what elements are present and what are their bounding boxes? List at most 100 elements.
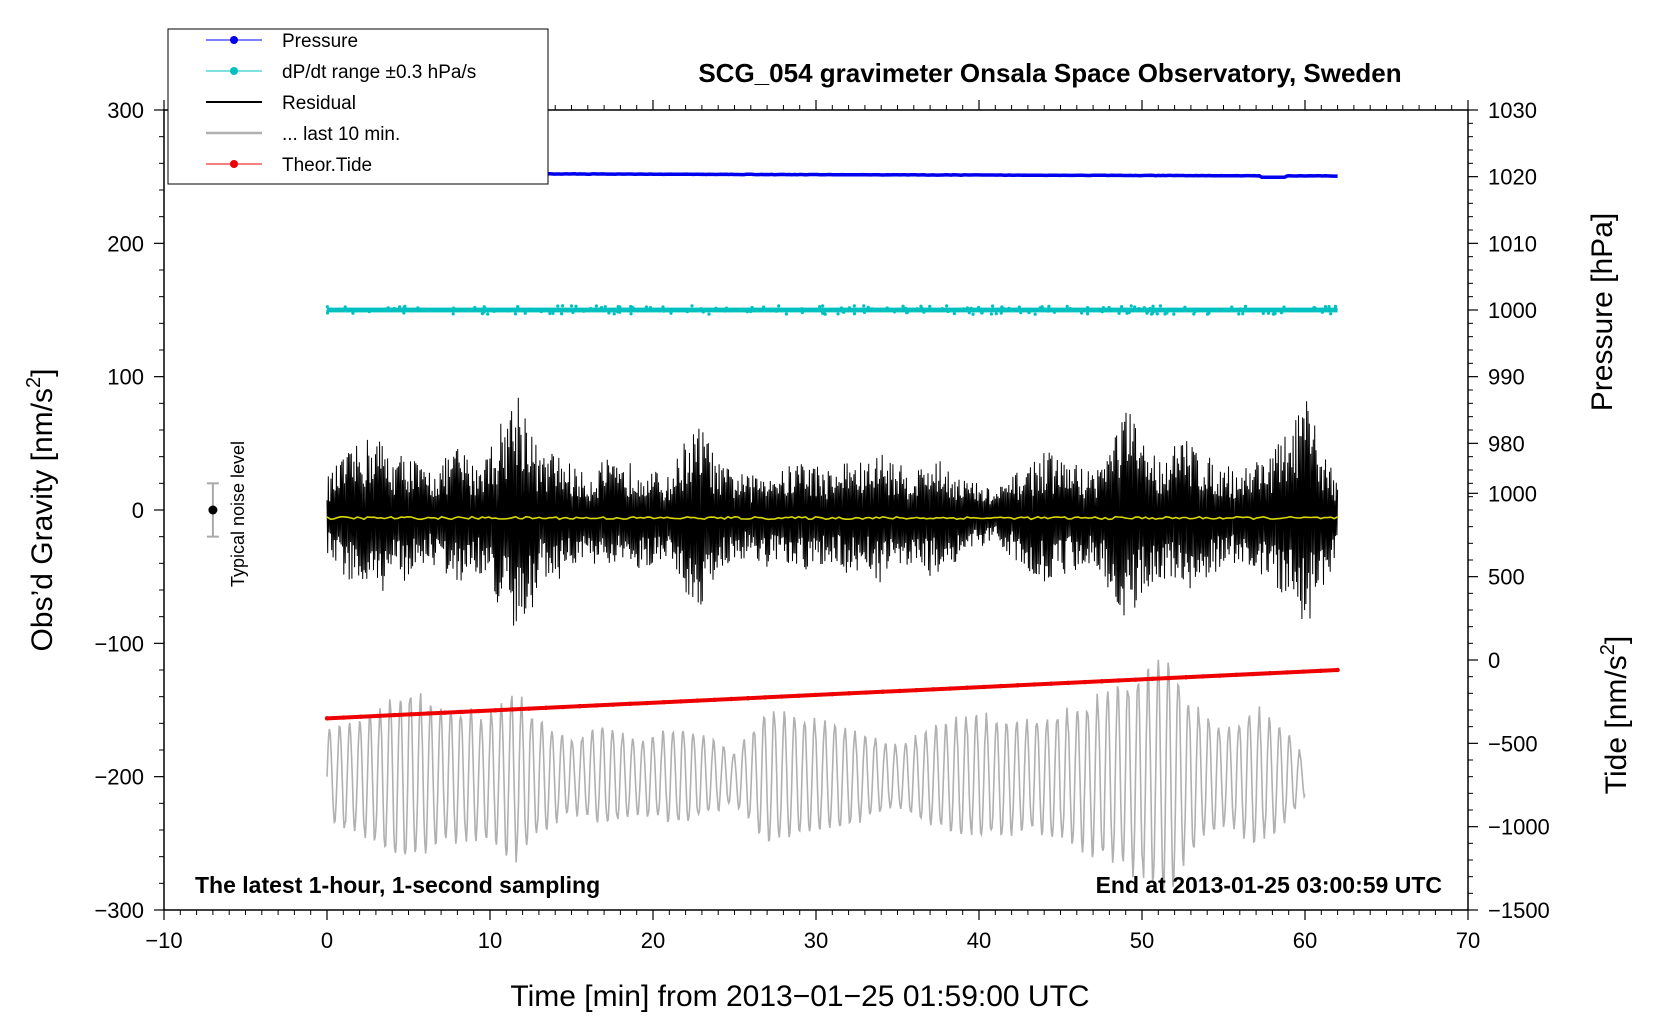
dpdt-point [1046,309,1050,313]
tide-point [1284,670,1290,675]
legend-marker [230,67,238,75]
dpdt-point [821,311,825,315]
dpdt-point [1085,312,1090,316]
dpdt-point [669,308,673,312]
dpdt-point [662,309,666,313]
dpdt-point [1007,307,1011,311]
dpdt-point [1151,304,1155,308]
tide-point [830,691,835,697]
tide-point [931,687,936,692]
dpdt-point [669,311,673,315]
annotation-sampling: The latest 1-hour, 1-second sampling [195,872,600,898]
dpdt-point [723,309,727,313]
dpdt-point [1153,309,1157,313]
dpdt-point [551,311,555,315]
dpdt-point [618,310,622,314]
tide-point [745,695,751,701]
tide-point [981,684,987,690]
dpdt-point [814,307,818,311]
tide-point [863,690,869,695]
dpdt-point [1033,312,1037,316]
dpdt-point [594,304,598,308]
legend-label: Residual [282,93,356,114]
dpdt-point [384,307,388,311]
y-tick-label: 100 [107,365,144,390]
pressure-tick-label: 1020 [1488,165,1537,190]
dpdt-point [392,306,396,311]
y-tick-label: −300 [94,898,144,923]
legend-label: Pressure [282,31,358,52]
x-tick-label: 10 [478,928,502,953]
tide-point [560,704,566,710]
dpdt-point [724,306,729,310]
legend: Pressure dP/dt range ±0.3 hPa/s Residual..… [167,28,549,185]
pressure-axis-ticks: 1030 1020 1010 1000 990 980 [1468,98,1537,498]
tide-point [897,688,902,694]
legend-label: Theor.Tide [282,155,372,176]
dpdt-point [1117,309,1122,313]
dpdt-point [1040,305,1044,309]
dpdt-point [965,306,970,310]
dpdt-point [1058,308,1062,312]
tide-point [998,683,1003,689]
tide-point [1099,679,1104,684]
dpdt-point [946,309,950,314]
dpdt-point [488,307,492,312]
dpdt-point [1125,311,1129,315]
tide-point [914,687,919,693]
tide-point [611,702,616,707]
tide-point [762,695,768,700]
dpdt-point [1142,306,1146,310]
dpdt-point [1230,305,1234,309]
dpdt-point [1210,309,1214,313]
tide-point [712,697,717,703]
dpdt-point [473,305,477,310]
tide-axis-ticks: 1000 500 0 −500 −1000 −1500 [1468,481,1550,923]
y-tick-label: −200 [94,765,144,790]
dpdt-point [1282,305,1286,309]
dpdt-point [486,312,490,316]
dpdt-point [631,306,635,310]
tide-point [493,708,498,713]
x-tick-label: 70 [1456,928,1480,953]
dpdt-point [800,307,804,311]
tide-tick-label: −1000 [1488,815,1550,840]
tide-point [1301,669,1307,674]
tide-point [779,694,784,699]
tide-point [1200,674,1206,679]
tide-point [796,693,801,698]
dpdt-point [1327,304,1331,309]
dpdt-point [345,309,349,313]
dpdt-point [857,308,861,313]
dpdt-point [892,310,897,314]
dpdt-point [492,309,496,313]
dpdt-point [1271,312,1275,316]
tide-point [1065,680,1071,686]
dpdt-point [661,305,665,309]
dpdt-point [928,304,932,308]
dpdt-point [598,307,602,311]
dpdt-point [480,312,485,316]
dpdt-band [327,307,1338,313]
last-10-min-line [326,659,1306,890]
tide-point [964,685,970,690]
dpdt-point [523,311,527,315]
tide-tick-label: −1500 [1488,898,1550,923]
dpdt-point [1155,312,1159,316]
dpdt-point [952,311,956,316]
tide-axis-title-main: Tide [nm/s [1600,655,1633,794]
dpdt-point [862,310,867,314]
tide-point [1133,677,1138,682]
dpdt-point [1334,307,1338,311]
tide-point [1217,673,1222,678]
dpdt-point [464,309,468,313]
tide-point [1268,671,1273,676]
dpdt-point [699,307,703,311]
pressure-tick-label: 1000 [1488,298,1537,323]
dpdt-point [528,307,532,311]
dpdt-point [852,304,856,308]
dpdt-point [800,310,804,315]
dpdt-point [1237,312,1241,316]
dpdt-point [865,307,870,311]
